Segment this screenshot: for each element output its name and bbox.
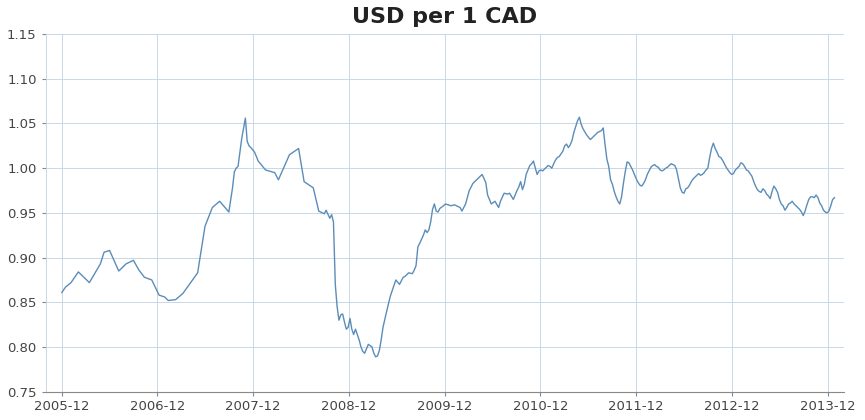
Title: USD per 1 CAD: USD per 1 CAD [352, 7, 537, 27]
